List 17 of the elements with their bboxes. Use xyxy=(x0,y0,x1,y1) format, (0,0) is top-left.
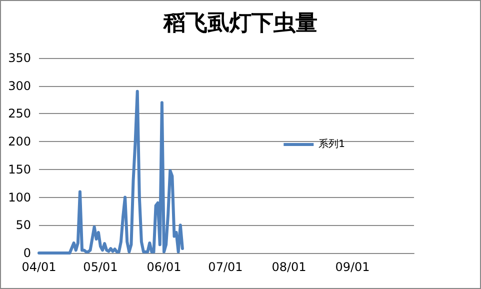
y-tick-label: 300 xyxy=(8,78,31,93)
y-tick-label: 50 xyxy=(16,218,31,232)
y-tick-label: 250 xyxy=(8,106,31,121)
x-tick-label: 05/01 xyxy=(83,260,118,274)
y-tick-label: 150 xyxy=(8,162,31,176)
x-tick-label: 06/01 xyxy=(146,260,182,274)
x-tick-label: 07/01 xyxy=(208,260,243,274)
x-tick-label: 09/01 xyxy=(335,260,370,274)
chart-title: 稻飞虱灯下虫量 xyxy=(162,10,318,36)
y-tick-label: 200 xyxy=(8,134,31,149)
legend-label: 系列1 xyxy=(318,138,346,150)
y-tick-label: 350 xyxy=(8,51,31,65)
x-tick-label: 04/01 xyxy=(22,260,56,274)
y-tick-label: 100 xyxy=(8,190,31,204)
y-tick-label: 0 xyxy=(23,246,31,260)
x-tick-label: 08/01 xyxy=(272,260,306,274)
line-series xyxy=(38,90,184,254)
